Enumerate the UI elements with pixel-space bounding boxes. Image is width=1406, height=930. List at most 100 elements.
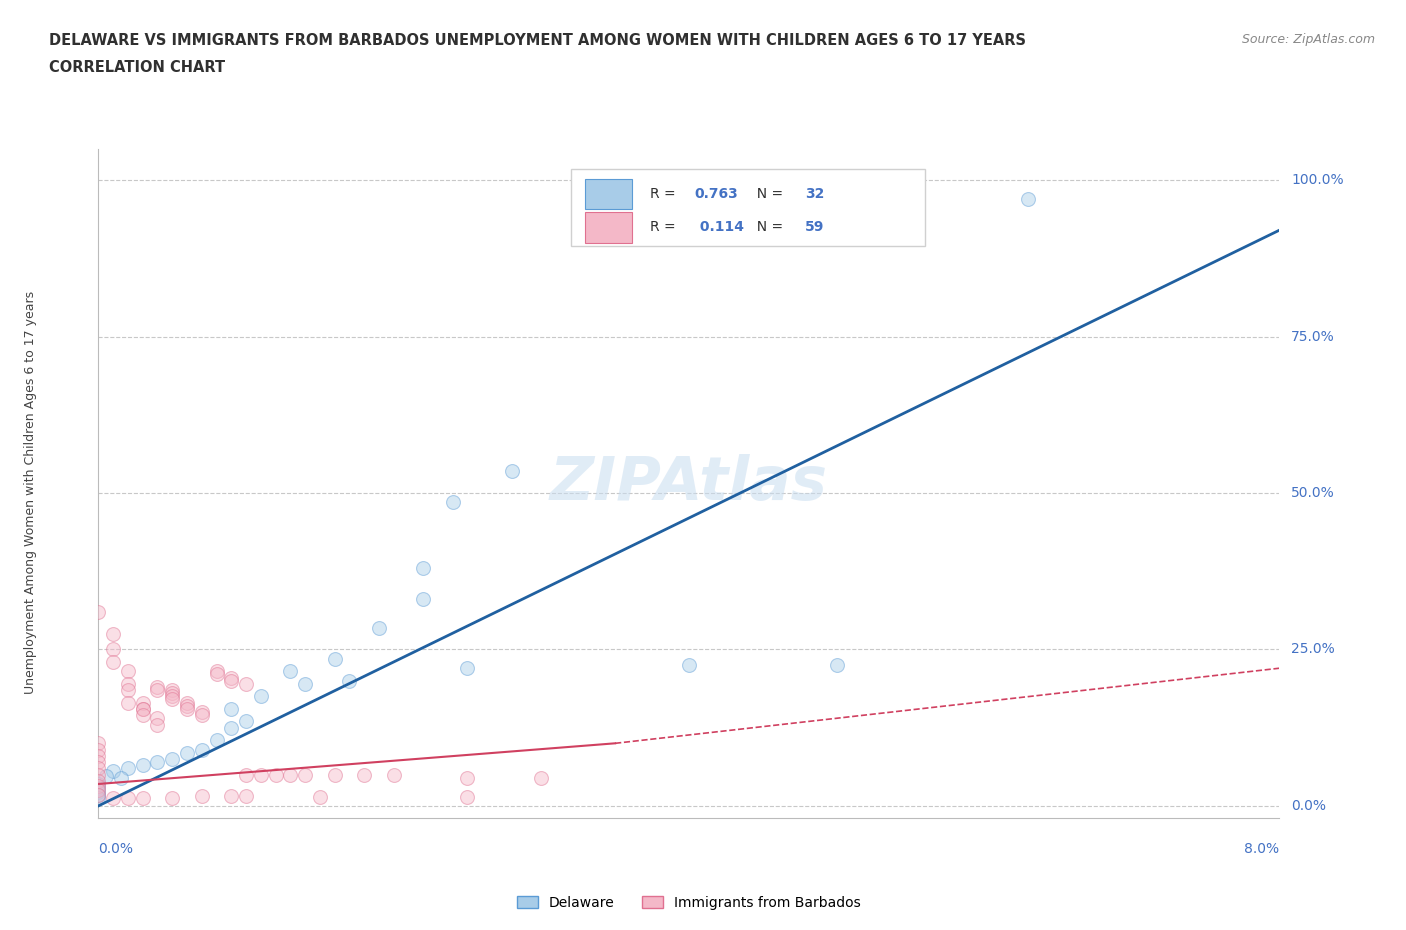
Point bbox=[294, 767, 316, 782]
Point bbox=[94, 768, 117, 783]
Point bbox=[103, 655, 124, 670]
Point bbox=[219, 789, 242, 804]
Point bbox=[132, 758, 155, 773]
Point bbox=[501, 464, 523, 479]
Text: Source: ZipAtlas.com: Source: ZipAtlas.com bbox=[1241, 33, 1375, 46]
Text: ZIPAtlas: ZIPAtlas bbox=[550, 454, 828, 513]
Point bbox=[87, 767, 110, 782]
Point bbox=[103, 626, 124, 641]
Text: N =: N = bbox=[748, 187, 787, 201]
Point bbox=[132, 696, 155, 711]
Point bbox=[205, 667, 228, 682]
Point bbox=[103, 764, 124, 779]
Point bbox=[382, 767, 405, 782]
Point bbox=[353, 767, 375, 782]
Text: 100.0%: 100.0% bbox=[1291, 173, 1344, 187]
Point bbox=[235, 676, 257, 691]
Text: 0.0%: 0.0% bbox=[98, 842, 134, 856]
Point bbox=[87, 777, 110, 791]
Point bbox=[205, 664, 228, 679]
Bar bbox=[585, 212, 633, 243]
Point bbox=[191, 705, 214, 720]
Point bbox=[87, 790, 110, 805]
Point bbox=[132, 708, 155, 723]
Point bbox=[87, 742, 110, 757]
Point bbox=[162, 790, 183, 805]
Point bbox=[191, 789, 214, 804]
Point bbox=[219, 720, 242, 735]
Text: N =: N = bbox=[748, 220, 787, 234]
Point bbox=[235, 789, 257, 804]
Point bbox=[235, 714, 257, 729]
Text: 0.763: 0.763 bbox=[695, 187, 738, 201]
Text: Unemployment Among Women with Children Ages 6 to 17 years: Unemployment Among Women with Children A… bbox=[24, 291, 38, 695]
Text: DELAWARE VS IMMIGRANTS FROM BARBADOS UNEMPLOYMENT AMONG WOMEN WITH CHILDREN AGES: DELAWARE VS IMMIGRANTS FROM BARBADOS UNE… bbox=[49, 33, 1026, 47]
Point bbox=[264, 767, 287, 782]
Point bbox=[250, 767, 273, 782]
Point bbox=[87, 785, 110, 800]
Point bbox=[825, 658, 848, 672]
Text: R =: R = bbox=[650, 187, 681, 201]
Point bbox=[323, 651, 346, 666]
Text: 0.0%: 0.0% bbox=[1291, 799, 1326, 813]
Text: 8.0%: 8.0% bbox=[1244, 842, 1279, 856]
Point bbox=[1017, 192, 1039, 206]
Point bbox=[87, 749, 110, 764]
Point bbox=[117, 683, 139, 698]
Point bbox=[412, 591, 434, 606]
Text: 59: 59 bbox=[804, 220, 824, 234]
Point bbox=[176, 745, 198, 760]
Point bbox=[176, 696, 198, 711]
Point bbox=[456, 790, 478, 804]
Point bbox=[191, 742, 214, 757]
Point bbox=[103, 642, 124, 657]
Text: R =: R = bbox=[650, 220, 681, 234]
Point bbox=[146, 711, 169, 725]
Text: 0.114: 0.114 bbox=[695, 220, 744, 234]
Point bbox=[278, 664, 301, 679]
Point bbox=[146, 680, 169, 695]
Point bbox=[110, 770, 132, 785]
Point bbox=[205, 733, 228, 748]
Point bbox=[278, 767, 301, 782]
Point bbox=[323, 767, 346, 782]
Point bbox=[176, 701, 198, 716]
Point bbox=[294, 676, 316, 691]
Point bbox=[412, 561, 434, 576]
Point bbox=[87, 774, 110, 789]
Point bbox=[191, 708, 214, 723]
Point bbox=[367, 620, 389, 635]
Point bbox=[219, 701, 242, 716]
Point bbox=[132, 701, 155, 716]
Bar bbox=[585, 179, 633, 209]
Point bbox=[250, 689, 273, 704]
Text: CORRELATION CHART: CORRELATION CHART bbox=[49, 60, 225, 75]
Text: 32: 32 bbox=[804, 187, 824, 201]
Text: 75.0%: 75.0% bbox=[1291, 329, 1336, 343]
Point bbox=[117, 676, 139, 691]
Legend: Delaware, Immigrants from Barbados: Delaware, Immigrants from Barbados bbox=[512, 890, 866, 915]
Point bbox=[132, 790, 155, 805]
FancyBboxPatch shape bbox=[571, 169, 925, 246]
Point bbox=[530, 770, 553, 785]
Point bbox=[678, 658, 700, 672]
Point bbox=[219, 671, 242, 685]
Point bbox=[117, 790, 139, 805]
Point bbox=[162, 689, 183, 704]
Point bbox=[456, 661, 478, 676]
Point bbox=[87, 781, 110, 796]
Point bbox=[146, 717, 169, 732]
Point bbox=[337, 673, 360, 688]
Point bbox=[87, 787, 110, 802]
Text: 25.0%: 25.0% bbox=[1291, 643, 1336, 657]
Text: 50.0%: 50.0% bbox=[1291, 486, 1336, 500]
Point bbox=[456, 770, 478, 785]
Point bbox=[146, 754, 169, 769]
Point bbox=[117, 761, 139, 776]
Point bbox=[87, 783, 110, 798]
Point bbox=[219, 673, 242, 688]
Point bbox=[162, 685, 183, 700]
Point bbox=[162, 751, 183, 766]
Point bbox=[87, 736, 110, 751]
Point bbox=[117, 664, 139, 679]
